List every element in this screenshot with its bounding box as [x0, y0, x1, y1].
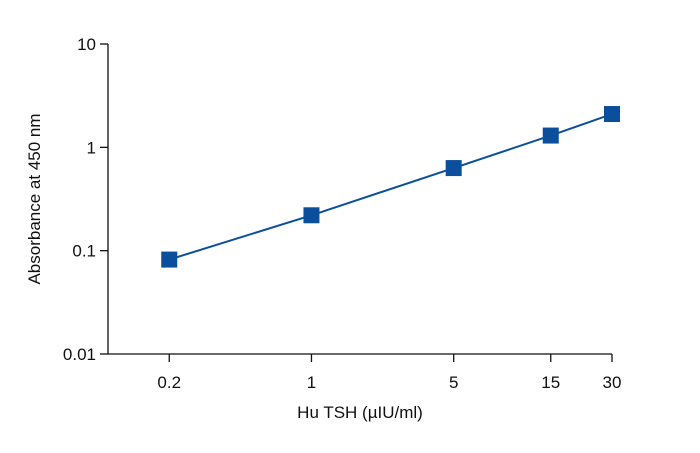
x-tick-label: 15	[541, 373, 560, 392]
data-point	[542, 127, 559, 144]
y-tick-label: 0.01	[63, 345, 96, 364]
x-tick-label: 5	[449, 373, 458, 392]
y-tick-label: 0.1	[72, 242, 96, 261]
x-tick-label: 1	[307, 373, 316, 392]
data-point	[445, 160, 462, 177]
y-axis-label: Absorbance at 450 nm	[25, 113, 44, 284]
data-point	[161, 251, 178, 268]
x-tick-label: 0.2	[157, 373, 181, 392]
y-tick-label: 1	[87, 138, 96, 157]
x-tick-label: 30	[603, 373, 622, 392]
x-axis-label: Hu TSH (µIU/ml)	[297, 403, 423, 422]
data-point	[604, 106, 620, 123]
data-point	[303, 207, 320, 224]
y-tick-label: 10	[77, 35, 96, 54]
